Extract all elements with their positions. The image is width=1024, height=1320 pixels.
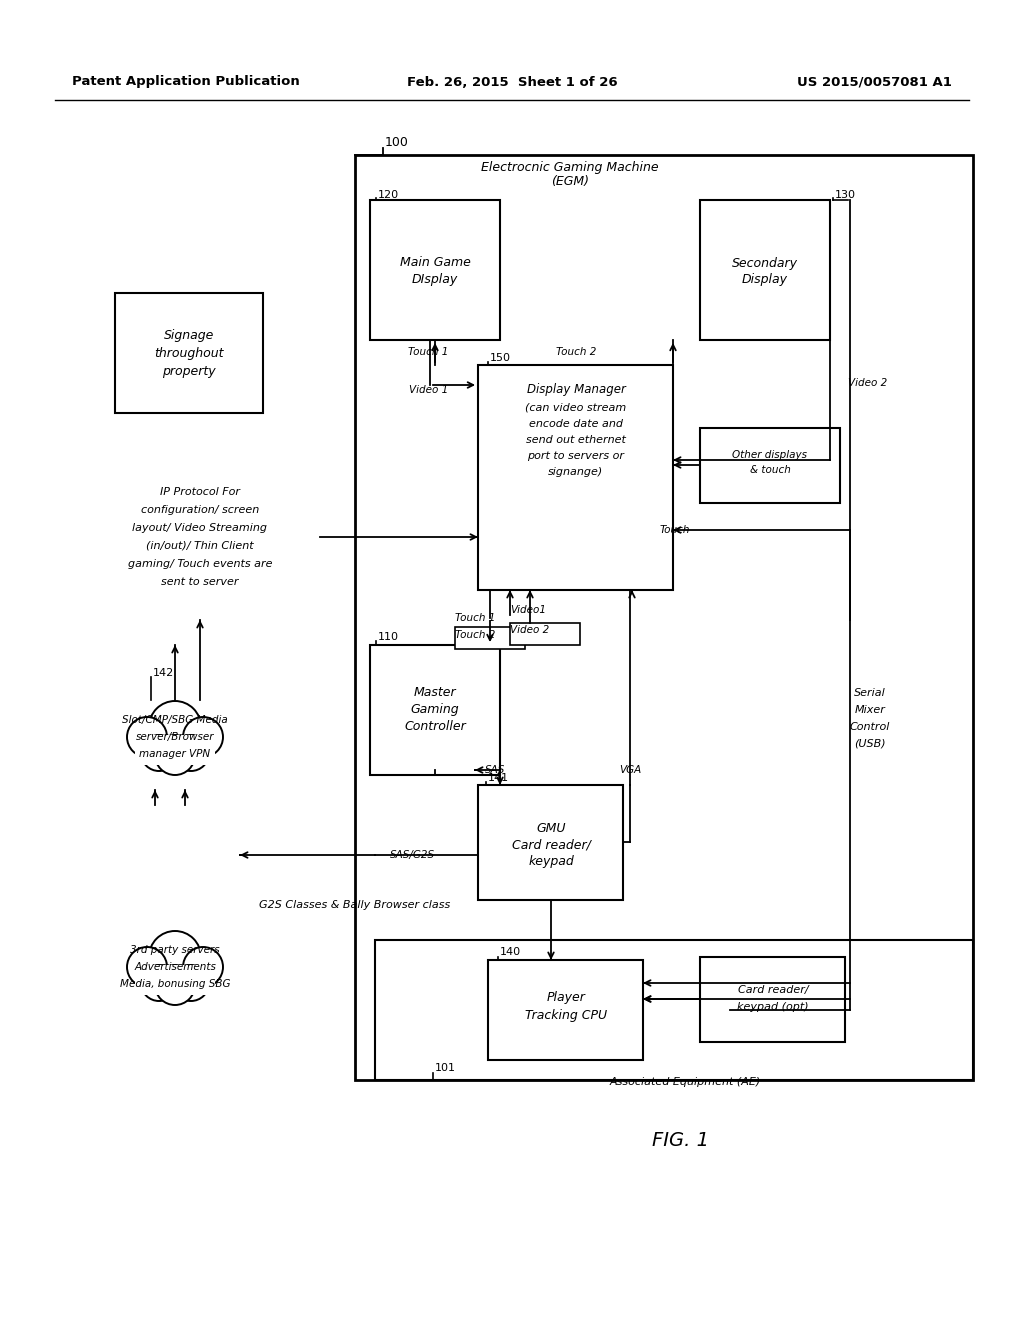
Text: Touch 1: Touch 1 [408,347,449,356]
Text: SAS: SAS [485,766,506,775]
Text: Video 2: Video 2 [848,378,887,388]
Text: Control: Control [850,722,890,733]
Circle shape [183,717,223,756]
Bar [478,785,623,900]
Circle shape [173,735,209,771]
Text: 3rd party servers: 3rd party servers [130,945,220,954]
Circle shape [127,717,167,756]
Text: Media, bonusing SBG: Media, bonusing SBG [120,979,230,989]
Text: configuration/ screen: configuration/ screen [141,506,259,515]
Text: send out ethernet: send out ethernet [526,436,626,445]
Circle shape [141,965,177,1001]
Text: Main Game: Main Game [399,256,470,269]
Text: keypad: keypad [528,855,573,869]
Text: Mixer: Mixer [855,705,886,715]
Text: 141: 141 [488,774,509,783]
Text: Video 2: Video 2 [510,624,549,635]
Text: signange): signange) [549,467,603,477]
Text: layout/ Video Streaming: layout/ Video Streaming [132,523,267,533]
Text: Other displays: Other displays [732,450,808,459]
Bar [135,965,215,995]
Text: Signage: Signage [164,329,214,342]
Bar [370,201,500,341]
Text: Player: Player [547,991,586,1005]
Bar [375,940,973,1080]
Circle shape [155,965,195,1005]
Text: G2S Classes & Bally Browser class: G2S Classes & Bally Browser class [259,900,451,909]
Text: Touch 2: Touch 2 [556,347,596,356]
Bar [700,428,840,503]
Text: Slot/CMP/SBG Media: Slot/CMP/SBG Media [122,715,228,725]
Text: Video1: Video1 [510,605,546,615]
Text: 140: 140 [500,946,521,957]
Text: Display Manager: Display Manager [526,384,626,396]
Bar [370,645,500,775]
Text: Master: Master [414,686,457,700]
Bar [115,293,263,413]
Text: encode date and: encode date and [529,418,623,429]
Circle shape [141,735,177,771]
Text: 101: 101 [435,1063,456,1073]
Text: Video 1: Video 1 [409,385,449,395]
Circle shape [183,946,223,987]
Text: IP Protocol For: IP Protocol For [160,487,240,498]
Text: Display: Display [742,273,788,286]
Text: (USB): (USB) [854,739,886,748]
Text: 150: 150 [490,352,511,363]
Text: Advertisements: Advertisements [134,962,216,972]
Text: Touch 1: Touch 1 [455,612,496,623]
Circle shape [155,735,195,775]
Circle shape [150,931,201,983]
Bar [355,154,973,1080]
Text: Gaming: Gaming [411,704,460,717]
Text: (in/out)/ Thin Client: (in/out)/ Thin Client [146,541,254,550]
Text: 110: 110 [378,632,399,642]
Text: Controller: Controller [404,721,466,734]
Circle shape [127,946,167,987]
Bar [455,627,525,649]
Text: Tracking CPU: Tracking CPU [525,1008,607,1022]
Text: Touch: Touch [660,525,690,535]
Bar [700,201,830,341]
Bar [700,957,845,1041]
Circle shape [173,965,209,1001]
Text: gaming/ Touch events are: gaming/ Touch events are [128,558,272,569]
Text: Electrocnic Gaming Machine: Electrocnic Gaming Machine [481,161,658,174]
Text: & touch: & touch [750,465,791,475]
Text: property: property [162,364,216,378]
Text: 142: 142 [153,668,174,678]
Text: 130: 130 [835,190,856,201]
Bar [488,960,643,1060]
Text: VGA: VGA [618,766,641,775]
Text: DIsplay: DIsplay [412,273,458,286]
Text: (can video stream: (can video stream [525,403,627,413]
Text: Card reader/: Card reader/ [737,985,808,995]
Text: server/Browser: server/Browser [136,733,214,742]
Text: 100: 100 [385,136,409,149]
Text: Associated Equipment (AE): Associated Equipment (AE) [609,1077,761,1086]
Text: (EGM): (EGM) [551,176,589,189]
Text: Patent Application Publication: Patent Application Publication [72,75,300,88]
Text: sent to server: sent to server [161,577,239,587]
Text: Card reader/: Card reader/ [512,838,591,851]
Text: FIG. 1: FIG. 1 [651,1130,709,1150]
Text: GMU: GMU [537,821,565,834]
Text: keypad (opt): keypad (opt) [737,1002,809,1012]
Text: SAS/G2S: SAS/G2S [390,850,435,861]
Text: Serial: Serial [854,688,886,698]
Bar [135,735,215,766]
Text: US 2015/0057081 A1: US 2015/0057081 A1 [797,75,952,88]
Text: manager VPN: manager VPN [139,748,211,759]
Circle shape [150,701,201,752]
Text: port to servers or: port to servers or [527,451,625,461]
Text: Secondary: Secondary [732,256,798,269]
Text: 120: 120 [378,190,399,201]
Bar [478,366,673,590]
Text: Feb. 26, 2015  Sheet 1 of 26: Feb. 26, 2015 Sheet 1 of 26 [407,75,617,88]
Bar [510,623,580,645]
Text: throughout: throughout [155,346,224,359]
Text: Touch 2: Touch 2 [455,630,496,640]
